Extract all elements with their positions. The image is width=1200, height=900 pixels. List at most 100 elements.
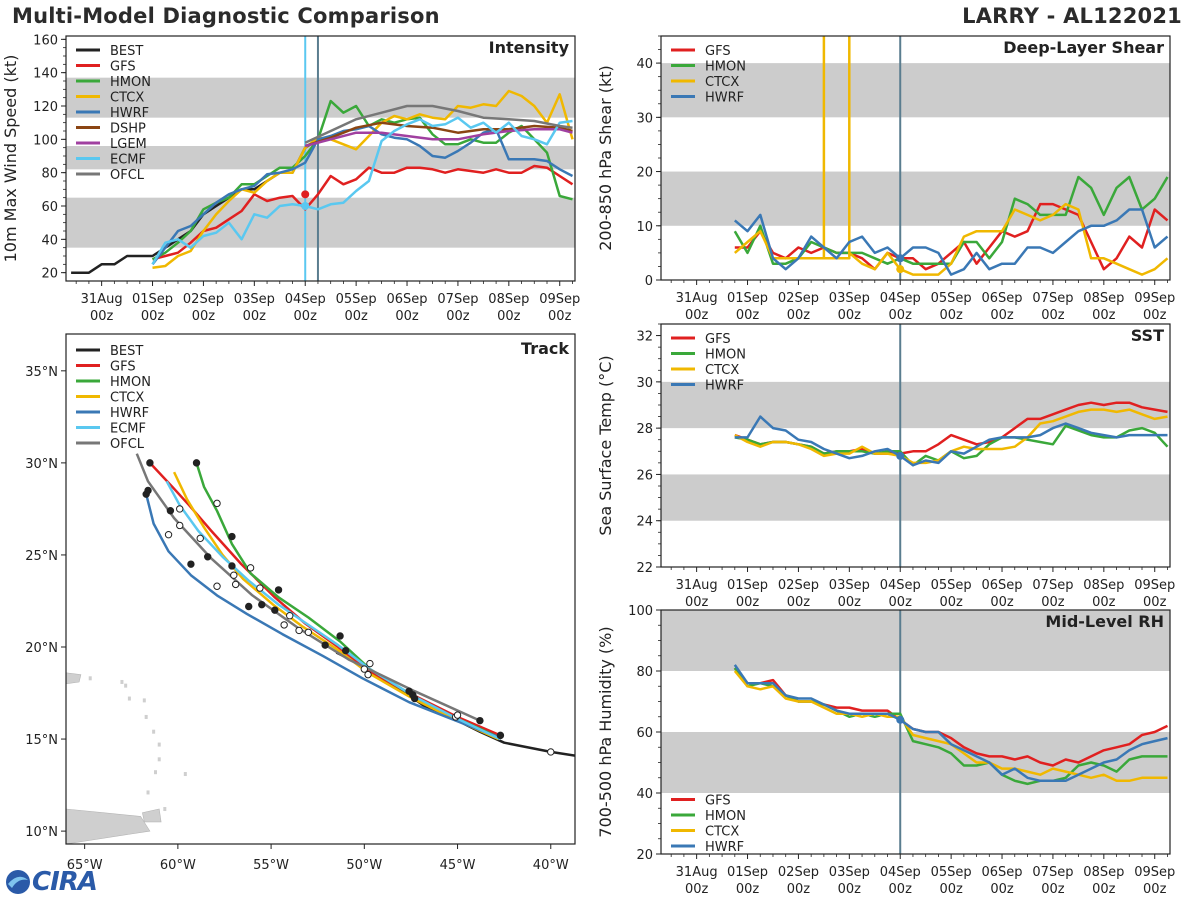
shear-panel: 0 10 20 30 40 31Aug 00z 01Sep 00z 02Sep 00z 03Sep 00…: [596, 35, 1175, 323]
sst-xtick-hour: 00z: [685, 595, 709, 610]
track-ytick-label: 20°N: [25, 641, 58, 656]
intensity-ytick-label: 40: [41, 233, 58, 248]
rh-xtick-hour: 00z: [1092, 882, 1116, 897]
intensity-series-dshp: [304, 121, 573, 148]
sst-panel: 22 24 26 28 30 32 31Aug 00z 01Sep 00z 02Sep 00z 03Se…: [596, 323, 1175, 610]
track-axes-frame: [65, 333, 576, 845]
rh-xtick-hour: 00z: [889, 882, 913, 897]
rh-legend-label-hmon: HMON: [705, 809, 746, 824]
intensity-marker-ecmf: [301, 202, 310, 210]
shear-ylabel: 200-850 hPa Shear (kt): [596, 65, 615, 251]
rh-xtick-hour: 00z: [838, 882, 862, 897]
shear-ytick-label: 20: [636, 166, 653, 181]
intensity-legend-label-dshp: DSHP: [110, 122, 146, 137]
shear-xtick-date: 02Sep: [778, 291, 819, 306]
shear-xtick-hour: 00z: [889, 308, 913, 323]
sst-ytick-label: 28: [636, 422, 653, 437]
track-position-marker: [164, 530, 173, 539]
intensity-series-lgem: [304, 128, 573, 148]
intensity-legend-label-ctcx: CTCX: [110, 91, 144, 106]
rh-legend-label-ctcx: CTCX: [705, 825, 739, 840]
rh-series-group: [733, 664, 1169, 786]
rh-series-hwrf: [733, 664, 1168, 783]
track-position-marker: [496, 731, 505, 740]
intensity-xtick-date: 04Sep: [285, 292, 326, 307]
track-series-gfs: [148, 462, 501, 737]
island: [142, 698, 146, 703]
track-position-marker: [231, 580, 240, 589]
shear-band: [661, 63, 1170, 118]
shear-series-gfs: [734, 202, 1169, 271]
sst-xtick-hour: 00z: [838, 595, 862, 610]
track-position-marker: [213, 499, 221, 508]
shear-band: [661, 171, 1170, 226]
rh-xtick-hour: 00z: [1041, 882, 1065, 897]
intensity-legend-label-lgem: LGEM: [110, 137, 147, 152]
intensity-xtick-hour: 00z: [243, 309, 267, 324]
intensity-xtick-date: 02Sep: [183, 292, 224, 307]
rh-xtick-date: 02Sep: [778, 865, 819, 880]
track-series-ecmf: [165, 480, 501, 741]
intensity-legend-label-ecmf: ECMF: [110, 153, 146, 168]
shear-xtick-hour: 00z: [787, 308, 811, 323]
track-position-marker: [295, 626, 303, 635]
shear-marker-hwrf: [896, 254, 905, 263]
shear-xtick-date: 09Sep: [1134, 291, 1175, 306]
intensity-xtick-date: 06Sep: [387, 292, 428, 307]
intensity-legend-label-gfs: GFS: [110, 60, 136, 75]
track-ytick-label: 10°N: [25, 825, 58, 840]
sst-xtick-date: 31Aug: [676, 578, 718, 593]
track-ytick-label: 25°N: [25, 549, 58, 564]
rh-marker-hwrf: [896, 715, 905, 724]
track-position-marker: [321, 641, 329, 649]
rh-ytick-label: 40: [636, 787, 653, 802]
island: [120, 679, 124, 684]
rh-ytick-label: 60: [636, 726, 653, 741]
track-position-marker: [228, 532, 236, 541]
track-position-marker: [280, 621, 288, 629]
logo-text: CIRA: [32, 867, 98, 897]
track-map-layer: [66, 453, 575, 844]
track-panel: 65°W 60°W 55°W 50°W 45°W 40°W 10°N 15°N 20°N 25°N…: [25, 333, 576, 873]
track-position-marker: [476, 716, 484, 725]
land-mass: [66, 808, 151, 844]
island: [144, 714, 148, 719]
track-position-marker: [176, 505, 184, 513]
track-position-marker: [547, 748, 555, 756]
sst-legend-label-hmon: HMON: [705, 348, 746, 363]
track-ytick-label: 30°N: [25, 457, 58, 472]
shear-ytick-label: 40: [636, 57, 653, 72]
intensity-ytick-label: 100: [33, 133, 58, 148]
track-xtick-label: 45°W: [440, 858, 476, 873]
track-position-marker: [304, 628, 313, 636]
sst-ytick-label: 22: [636, 561, 653, 576]
track-ytick-label: 35°N: [25, 365, 58, 380]
cira-swirl-icon: [6, 870, 30, 894]
intensity-ytick-label: 160: [33, 33, 58, 48]
track-position-marker: [196, 534, 204, 543]
track-legend-label-ecmf: ECMF: [110, 422, 146, 437]
sst-xtick-hour: 00z: [990, 595, 1014, 610]
intensity-series-gfs: [152, 164, 574, 261]
sst-xtick-hour: 00z: [1092, 595, 1116, 610]
intensity-xtick-hour: 00z: [548, 309, 572, 324]
track-position-marker: [336, 632, 344, 640]
track-position-marker: [176, 521, 184, 530]
intensity-xtick-date: 07Sep: [437, 292, 478, 307]
sst-xtick-date: 04Sep: [880, 578, 921, 593]
shear-xtick-date: 06Sep: [982, 291, 1023, 306]
shear-xtick-hour: 00z: [1041, 308, 1065, 323]
track-position-marker: [364, 670, 372, 679]
intensity-legend-label-ofcl: OFCL: [110, 168, 145, 183]
intensity-xtick-date: 05Sep: [336, 292, 377, 307]
track-xtick-label: 65°W: [67, 858, 103, 873]
track-position-marker: [366, 659, 374, 668]
track-series-hwrf: [144, 493, 500, 739]
shear-xtick-date: 01Sep: [727, 291, 768, 306]
intensity-band: [66, 197, 575, 248]
sst-marker-hwrf: [896, 451, 905, 460]
sst-legend-label-ctcx: CTCX: [705, 363, 739, 378]
shear-xtick-hour: 00z: [685, 308, 709, 323]
sst-xtick-date: 05Sep: [931, 578, 972, 593]
shear-legend-label-gfs: GFS: [705, 44, 731, 59]
